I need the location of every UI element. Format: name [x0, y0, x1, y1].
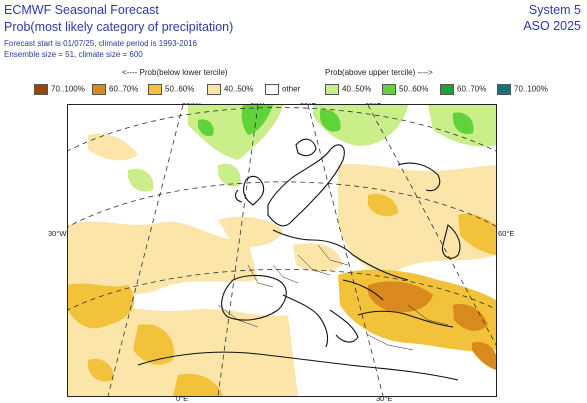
- legend-swatch: [34, 84, 48, 95]
- legend-item: 40..50%: [207, 84, 253, 96]
- legend-item: 50..60%: [148, 84, 194, 96]
- graticule: [68, 105, 496, 396]
- legend-label: 60..70%: [457, 84, 487, 94]
- legend-item: 40..50%: [325, 84, 371, 96]
- axis-label-bottom-0e: 0°E: [176, 394, 189, 403]
- country-borders: [217, 244, 449, 351]
- axis-label-right: 60°E: [498, 229, 515, 238]
- legend-swatch: [148, 84, 162, 95]
- legend: 70..100% 60..70% 50..60% 40..50% other 4…: [0, 84, 587, 96]
- legend-above-heading: Prob(above upper tercile) ---->: [325, 68, 433, 77]
- legend-item: 60..70%: [92, 84, 138, 96]
- title-line-2: Prob(most likely category of precipitati…: [4, 20, 234, 34]
- title-line-1: ECMWF Seasonal Forecast: [4, 3, 159, 17]
- legend-swatch: [207, 84, 221, 95]
- legend-label: 40..50%: [224, 84, 254, 94]
- below-60-70-regions: [367, 281, 496, 370]
- legend-swatch: [92, 84, 106, 95]
- legend-item: 70..100%: [34, 84, 85, 96]
- map-canvas: [68, 105, 496, 396]
- legend-swatch: [382, 84, 396, 95]
- legend-label: 60..70%: [109, 84, 139, 94]
- season-label: ASO 2025: [523, 19, 581, 33]
- legend-label: 70..100%: [514, 84, 548, 94]
- legend-below-heading: <---- Prob(below lower tercile): [122, 68, 228, 77]
- legend-item: 60..70%: [440, 84, 486, 96]
- axis-label-left: 30°W: [48, 229, 67, 238]
- probability-map: [67, 104, 497, 397]
- legend-swatch: [497, 84, 511, 95]
- legend-label: 70..100%: [51, 84, 85, 94]
- legend-label: other: [282, 84, 301, 94]
- above-50-60-regions: [198, 105, 474, 137]
- legend-label: 50..60%: [165, 84, 195, 94]
- legend-item: 50..60%: [382, 84, 428, 96]
- legend-item: 70..100%: [497, 84, 548, 96]
- legend-item: other: [265, 84, 300, 96]
- coastlines: [137, 138, 461, 381]
- ensemble-info: Ensemble size = 51, climate size = 600: [4, 50, 143, 59]
- legend-label: 50..60%: [399, 84, 429, 94]
- forecast-info: Forecast start is 01/07/25, climate peri…: [4, 39, 197, 48]
- legend-swatch: [265, 84, 279, 95]
- legend-label: 40..50%: [342, 84, 372, 94]
- system-label: System 5: [528, 3, 581, 17]
- axis-label-bottom-30e: 30°E: [376, 394, 393, 403]
- legend-swatch: [440, 84, 454, 95]
- legend-swatch: [325, 84, 339, 95]
